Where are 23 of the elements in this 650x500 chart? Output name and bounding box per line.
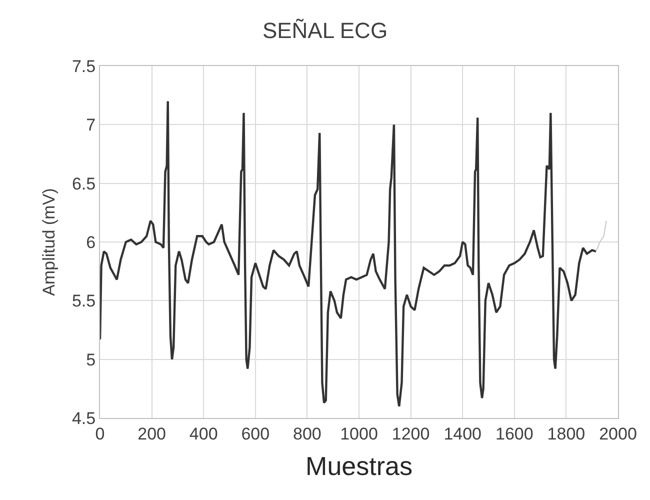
y-axis-title: Amplitud (mV) (40, 188, 59, 296)
x-tick-label: 0 (95, 424, 105, 444)
x-tick-label: 1400 (444, 424, 482, 444)
x-tick-label: 1200 (392, 424, 430, 444)
y-tick-label: 7 (86, 116, 96, 135)
x-tick-label: 800 (293, 424, 322, 444)
y-tick-label: 7.5 (72, 56, 96, 76)
y-tick-label: 6.5 (72, 174, 96, 194)
line-series (100, 100, 598, 408)
x-tick-label: 1000 (340, 424, 378, 444)
y-tick-label: 6 (86, 232, 96, 252)
y-tick-label: 5.5 (72, 292, 96, 311)
y-tick-label: 4.5 (72, 408, 96, 428)
x-tick-label: 600 (241, 424, 270, 444)
y-tick-label: 5 (86, 350, 96, 370)
x-tick-label: 400 (189, 424, 218, 444)
line-series (595, 220, 607, 252)
x-tick-label: 1600 (495, 424, 534, 444)
chart-title: SEÑAL ECG (262, 18, 388, 43)
x-tick-label: 1800 (547, 424, 586, 444)
x-tick-label: 2000 (599, 424, 637, 444)
x-tick-label: 200 (138, 424, 166, 444)
x-axis-title: Muestras (306, 451, 412, 482)
